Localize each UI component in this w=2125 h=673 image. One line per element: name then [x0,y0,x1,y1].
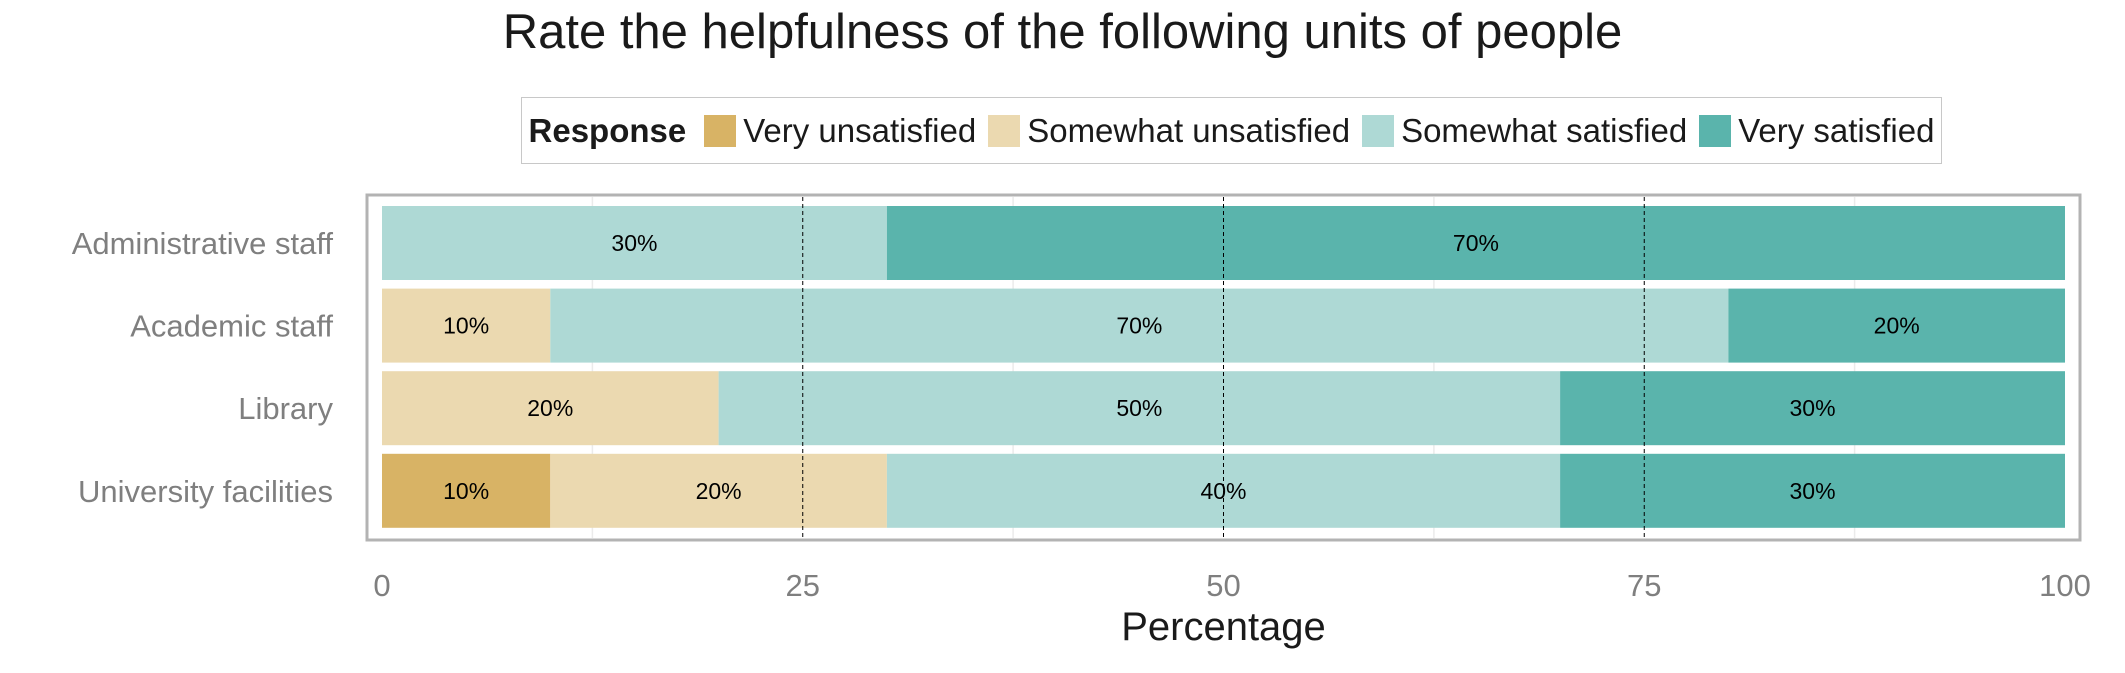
legend-title: Response [528,111,687,149]
data-label: 30% [1790,478,1836,504]
x-tick-label: 75 [1627,568,1661,603]
legend-swatch [988,114,1021,147]
bar-segment [382,371,719,446]
bar-segment [550,288,1729,363]
legend-item-somewhat-satisfied: Somewhat satisfied [1362,112,1687,150]
data-label: 30% [611,230,657,256]
data-label: 10% [443,478,489,504]
bar-segment [718,371,1561,446]
x-axis-label: Percentage [1121,605,1326,649]
legend-label: Somewhat unsatisfied [1027,111,1351,149]
legend-swatch [1699,114,1732,147]
data-label: 10% [443,313,489,339]
data-label: 50% [1116,395,1162,421]
x-tick-label: 0 [373,568,390,603]
legend-label: Very unsatisfied [743,111,977,149]
data-label: 30% [1790,395,1836,421]
x-tick-label: 50 [1206,568,1240,603]
data-label: 20% [696,478,742,504]
x-tick-label: 25 [786,568,820,603]
y-tick-label: Library [238,391,333,426]
bar-segment [886,206,2065,280]
legend-swatch [704,114,737,147]
legend-label: Very satisfied [1738,111,1935,149]
data-label: 70% [1453,230,1499,256]
y-tick-label: Administrative staff [72,226,334,261]
legend-item-very-satisfied: Very satisfied [1699,112,1934,150]
data-label: 20% [1874,313,1920,339]
bar-segment [550,453,887,528]
legend-swatch [1362,114,1395,147]
legend-label: Somewhat satisfied [1401,111,1688,149]
legend-item-very-unsatisfied: Very unsatisfied [704,112,976,150]
bar-segment [382,453,551,528]
bar-segment [382,288,551,363]
legend: Response Very unsatisfied Somewhat unsat… [521,97,1942,164]
data-label: 40% [1200,478,1246,504]
data-label: 20% [527,395,573,421]
y-tick-label: University facilities [78,474,333,509]
x-tick-label: 100 [2039,568,2091,603]
y-tick-label: Academic staff [130,309,333,344]
chart-title: Rate the helpfulness of the following un… [502,5,1623,59]
legend-item-somewhat-unsatisfied: Somewhat unsatisfied [988,112,1350,150]
plot-panel-border [365,193,2082,542]
data-label: 70% [1116,313,1162,339]
bar-segment [1728,288,2065,363]
